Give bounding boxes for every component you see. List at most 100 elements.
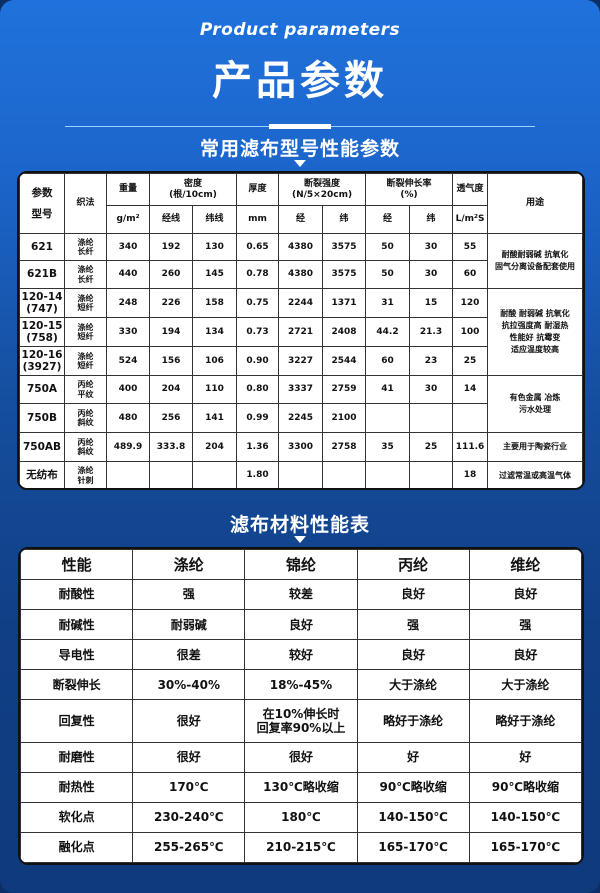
cell-perm: 120 [452,288,489,318]
cell-weft-d: 110 [191,375,238,404]
property-value: 230-240℃ [132,801,246,833]
cell-el-weft: 30 [409,375,454,404]
cell-thick: 0.99 [236,403,280,433]
cell-str-weft: 2100 [322,403,367,433]
material-performance-table: 性能 涤纶 锦纶 丙纶 维纶 耐酸性强较差 良好 良好 耐碱性 耐弱碱 良好强强导电性 很差 较好 良好良… [18,547,584,865]
property-value: 大于涤纶 [356,669,470,701]
cell-thick: 1.36 [236,432,280,462]
property-value: 耐弱碱 [132,609,246,641]
property-label: 软化点 [20,801,134,833]
column-header: 涤纶 [132,549,246,581]
cell-weave: 丙纶 平纹 [64,375,107,404]
property-label: 断裂伸长 [20,669,134,701]
header-elong-warp: 经 [365,205,411,234]
cell-weave: 涤纶 长纤 [64,260,107,289]
cell-weft-d: 145 [191,260,238,289]
property-value: 良好 [244,609,358,641]
cell-thick: 0.73 [236,317,280,347]
property-label: 耐酸性 [20,579,134,611]
header-elong-weft: 纬 [409,205,454,234]
cell-use: 有色金属 冶炼 污水处理 [487,375,583,433]
cell-str-weft: 3575 [322,233,367,261]
cell-use: 耐酸耐弱碱 抗氧化 固气分离设备配套使用 [487,233,583,289]
property-label: 导电性 [20,639,134,671]
cell-el-weft: 30 [409,233,454,261]
header-model: 参数 型号 [19,173,65,234]
table-row: 750A 丙纶 平纹 400 204 110 0.80 3337 2759 41 30 14 有色金属… [19,375,583,433]
cell-weave: 丙纶 斜纹 [64,403,107,433]
triangle-down-icon [294,160,306,167]
cell-warp-d: 226 [149,288,193,318]
property-value: 很差 [132,639,246,671]
cell-str-warp: 3337 [278,375,324,404]
table-row: 融化点 255-265℃ 210-215℃ 165-170℃ 165-170℃ [20,831,582,863]
property-value: 255-265℃ [132,831,246,863]
cell-str-weft: 2408 [322,317,367,347]
cell-weight: 489.9 [106,432,150,462]
header-permeability: 透气度 [452,173,489,206]
cell-perm: 14 [452,375,489,404]
cell-model: 120-14 (747) [19,288,65,318]
cell-weave: 涤纶 针刺 [64,461,107,488]
property-value: 很好 [132,699,246,743]
cell-weave: 涤纶 短纤 [64,288,107,318]
cell-el-warp: 50 [365,233,411,261]
header-thickness: 厚度 [236,173,280,206]
cell-str-warp: 3300 [278,432,324,462]
property-value: 140-150℃ [356,801,470,833]
cell-model: 无纺布 [19,461,65,488]
property-value: 140-150℃ [468,801,582,833]
table-row: 750B 丙纶 斜纹 480 256 141 0.99 2245 2100 [19,403,583,433]
property-value: 良好 [356,579,470,611]
section2-title: 滤布材料性能表 [229,514,370,536]
cell-perm: 25 [452,346,489,376]
property-value: 90℃略收缩 [468,771,582,803]
cell-model: 120-16 (3927) [19,346,65,376]
cell-el-weft: 25 [409,432,454,462]
cell-perm [452,403,489,433]
cell-el-warp [365,461,411,488]
cell-weight [106,461,150,488]
table-row: 120-16 (3927) 涤纶 短纤 524 156 106 0.90 3227 2544 6… [19,346,583,376]
table-row: 750AB 丙纶 斜纹 489.9 333.8 204 1.36 3300 2758 35 25 1… [19,432,583,462]
table-row: 120-14 (747) 涤纶 短纤 248 226 158 0.75 2244 1371 31… [19,288,583,376]
cell-warp-d: 256 [149,403,193,433]
cell-model: 750AB [19,432,65,462]
property-value: 大于涤纶 [468,669,582,701]
cell-weave: 涤纶 短纤 [64,346,107,376]
cell-str-weft: 3575 [322,260,367,289]
cell-el-warp: 31 [365,288,411,318]
column-header: 性能 [20,549,134,581]
cell-warp-d: 204 [149,375,193,404]
header-strength-weft: 纬 [322,205,367,234]
header-weight: 重量 [106,173,150,206]
cell-weight: 248 [106,288,150,318]
unit-permeability: L/m²S [452,205,489,234]
cell-el-warp: 35 [365,432,411,462]
header-warp-line: 经线 [149,205,193,234]
cell-thick: 0.65 [236,233,280,261]
cell-use: 主要用于陶瓷行业 [487,432,583,462]
property-value: 较差 [244,579,358,611]
cell-perm: 100 [452,317,489,347]
property-value: 210-215℃ [244,831,358,863]
property-value: 在10%伸长时 回复率90%以上 [244,699,358,743]
header-strength-warp: 经 [278,205,324,234]
cell-perm: 60 [452,260,489,289]
property-value: 强 [356,609,470,641]
table-row: 耐热性 170℃ 130℃略收缩 90℃略收缩 90℃略收缩 [20,771,582,803]
property-value: 30%-40% [132,669,246,701]
cell-weave: 涤纶 短纤 [64,317,107,347]
cell-perm: 111.6 [452,432,489,462]
table-row: 621B 涤纶 长纤 440 260 145 0.78 4380 3575 50 30 60 [19,260,583,289]
cell-str-warp [278,461,324,488]
header-elongation: 断裂伸长率 (%) [365,173,454,206]
header-density: 密度 (根/10cm) [148,173,238,206]
cell-el-weft [409,461,454,488]
property-label: 耐磨性 [20,741,134,773]
cell-warp-d: 156 [149,346,193,376]
cell-perm: 18 [452,461,489,488]
cell-warp-d [149,461,193,488]
cell-weight: 330 [106,317,150,347]
